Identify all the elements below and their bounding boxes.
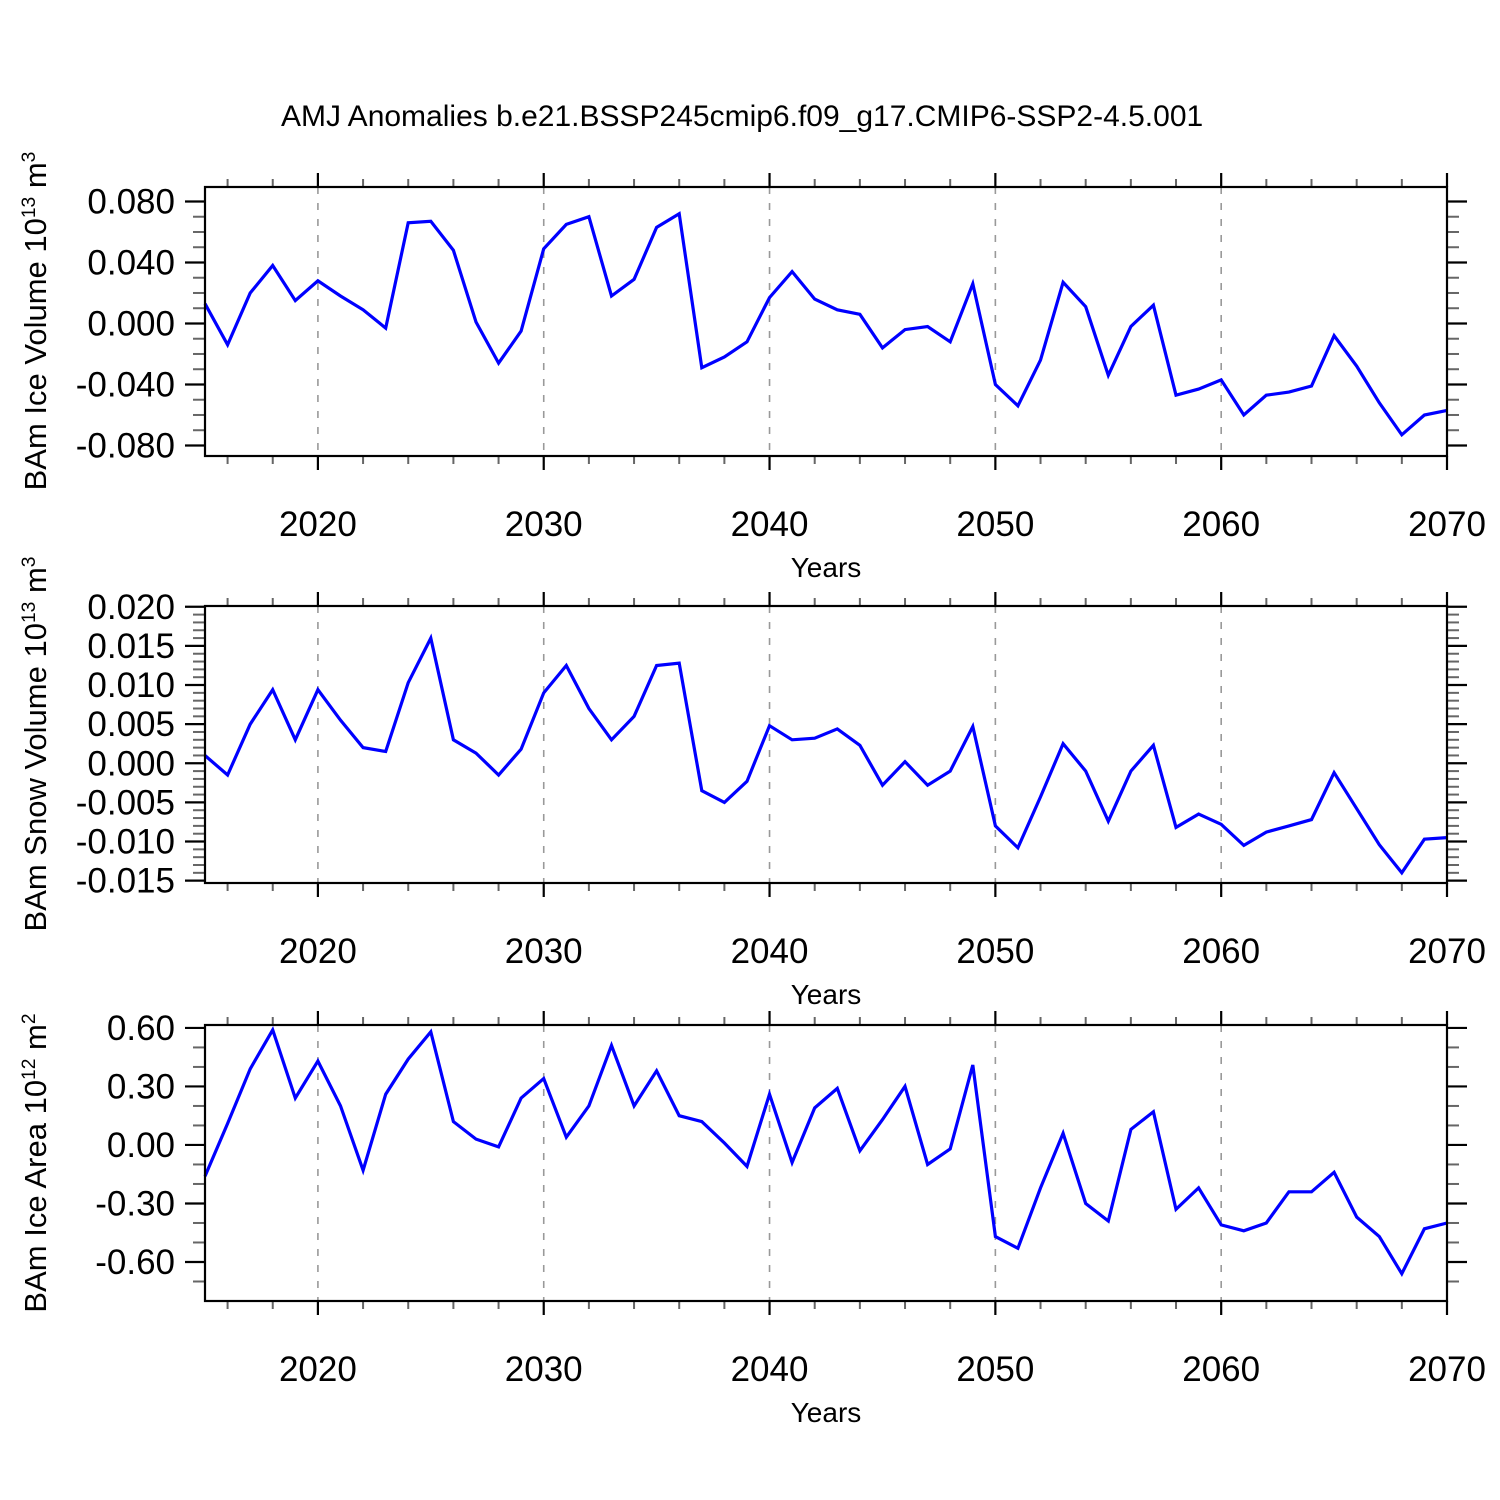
y-tick-label: -0.040 (76, 365, 175, 404)
y-tick-label: 0.30 (107, 1067, 175, 1106)
plot-frame (203, 604, 1449, 885)
plot-frame (203, 185, 1449, 458)
y-tick-label: 0.00 (107, 1126, 175, 1165)
x-tick-label: 2050 (956, 932, 1034, 971)
y-tick-label: 0.000 (87, 304, 175, 343)
panel-snow-volume: 2020 2030 2040 2050 2060 20700.0200.0150.0100… (76, 588, 1486, 971)
y-tick-label: -0.080 (76, 426, 175, 465)
x-tick-label: 2070 (1408, 505, 1486, 544)
x-tick-label: 2060 (1182, 505, 1260, 544)
y-tick-label: 0.005 (87, 705, 175, 744)
y-tick-label: 0.040 (87, 243, 175, 282)
x-tick-label: 2030 (505, 932, 583, 971)
y-tick-label: 0.020 (87, 588, 175, 627)
y-axis-label-ice-area: BAm Ice Area 1012 m2 (18, 1013, 53, 1313)
x-tick-label: 2040 (731, 1350, 809, 1389)
data-line-snow-volume (203, 633, 1448, 876)
x-tick-label: 2050 (956, 1350, 1034, 1389)
x-tick-label: 2020 (279, 505, 357, 544)
panel-ice-area: 2020 2030 2040 2050 2060 2070 0.60 0.30 0.00 -0.3… (95, 1009, 1486, 1389)
plot-frame (203, 1023, 1449, 1303)
x-tick-label: 2030 (505, 1350, 583, 1389)
x-tick-label: 2030 (505, 505, 583, 544)
y-tick-label: -0.010 (76, 823, 175, 862)
x-tick-label: 2070 (1408, 932, 1486, 971)
x-axis-label-years-panel1: Years (790, 552, 862, 583)
y-tick-label: -0.015 (76, 862, 175, 901)
data-line-ice-volume (203, 211, 1448, 438)
data-line-ice-area (203, 1026, 1448, 1278)
panel-ice-volume: 2020 2030 2040 2050 2060 2070 0.080 0.040 0.000 -… (76, 173, 1486, 544)
x-tick-label: 2040 (731, 505, 809, 544)
x-tick-label: 2050 (956, 505, 1034, 544)
y-tick-label: 0.000 (87, 744, 175, 783)
x-tick-label: 2060 (1182, 932, 1260, 971)
x-tick-label: 2020 (279, 932, 357, 971)
x-tick-label: 2070 (1408, 1350, 1486, 1389)
y-tick-label: -0.60 (95, 1243, 175, 1282)
y-tick-label: 0.010 (87, 666, 175, 705)
y-tick-label: -0.30 (95, 1184, 175, 1223)
x-axis-label-years-panel2: Years (790, 979, 862, 1010)
y-tick-label: 0.60 (107, 1009, 175, 1048)
x-axis-label-years-panel3: Years (790, 1397, 862, 1428)
chart-title: AMJ Anomalies b.e21.BSSP245cmip6.f09_g17… (281, 100, 1204, 133)
y-tick-label: 0.015 (87, 627, 175, 666)
x-tick-label: 2060 (1182, 1350, 1260, 1389)
y-tick-label: 0.080 (87, 182, 175, 221)
x-tick-label: 2040 (731, 932, 809, 971)
y-tick-label: -0.005 (76, 783, 175, 822)
x-tick-label: 2020 (279, 1350, 357, 1389)
